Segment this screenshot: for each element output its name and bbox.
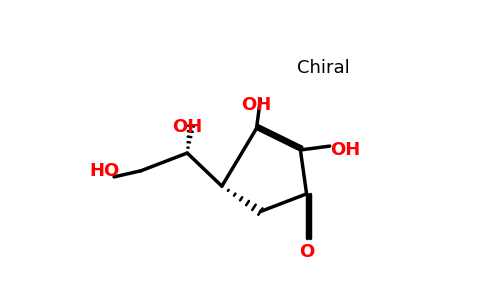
Text: HO: HO — [89, 162, 119, 180]
Text: OH: OH — [242, 96, 272, 114]
Text: OH: OH — [172, 118, 202, 136]
Text: O: O — [299, 243, 314, 261]
Text: Chiral: Chiral — [297, 59, 350, 77]
Text: OH: OH — [330, 141, 360, 159]
